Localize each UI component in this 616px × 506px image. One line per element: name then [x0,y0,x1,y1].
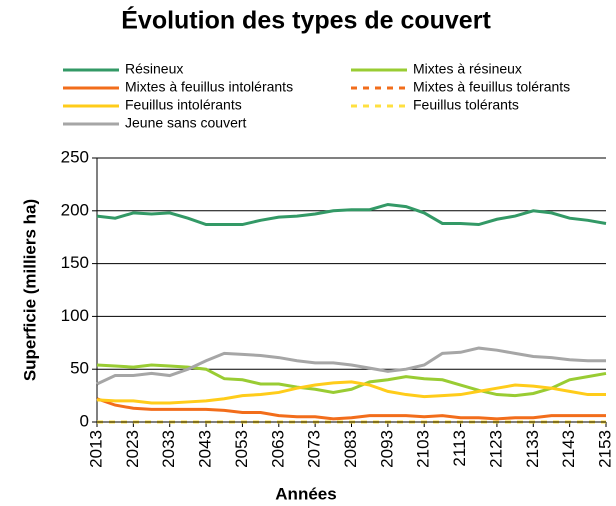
x-tick-label: 2023 [123,430,142,468]
y-tick-label: 200 [61,200,89,219]
x-tick-label: 2123 [486,430,505,468]
series-line [96,397,606,421]
legend-label: Mixtes à feuillus tolérants [413,79,570,95]
series-line [96,346,606,386]
x-tick-label: 2043 [196,430,215,468]
x-tick-label: 2073 [305,430,324,468]
y-tick-label: 100 [61,306,89,325]
y-tick-label: 150 [61,253,89,272]
x-tick-label: 2153 [595,430,614,468]
series-line [96,363,607,398]
y-tick-label: 50 [70,359,89,378]
x-tick-label: 2063 [268,430,287,468]
legend-label: Mixtes à résineux [413,61,522,77]
x-axis-label: Années [275,484,336,503]
x-tick-label: 2103 [414,430,433,468]
series-line [96,380,606,405]
y-tick-label: 250 [61,147,89,166]
x-tick-label: 2113 [450,430,469,467]
y-axis-label: Superficie (milliers ha) [20,199,39,381]
legend-label: Mixtes à feuillus intolérants [125,79,293,95]
legend-label: Feuillus tolérants [413,97,519,113]
legend-label: Résineux [125,61,183,77]
legend-label: Feuillus intolérants [125,97,242,113]
x-tick-label: 2013 [86,430,105,468]
x-tick-label: 2033 [159,430,178,468]
x-tick-label: 2133 [523,430,542,468]
legend-label: Jeune sans couvert [125,115,247,131]
series-line [96,202,607,227]
y-tick-label: 0 [80,411,89,430]
x-tick-label: 2093 [377,430,396,468]
x-tick-label: 2053 [232,430,251,468]
x-tick-label: 2083 [341,430,360,468]
x-tick-label: 2143 [559,430,578,468]
chart-title: Évolution des types de couvert [121,6,491,35]
